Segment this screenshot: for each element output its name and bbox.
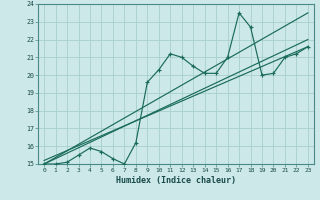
X-axis label: Humidex (Indice chaleur): Humidex (Indice chaleur) — [116, 176, 236, 185]
